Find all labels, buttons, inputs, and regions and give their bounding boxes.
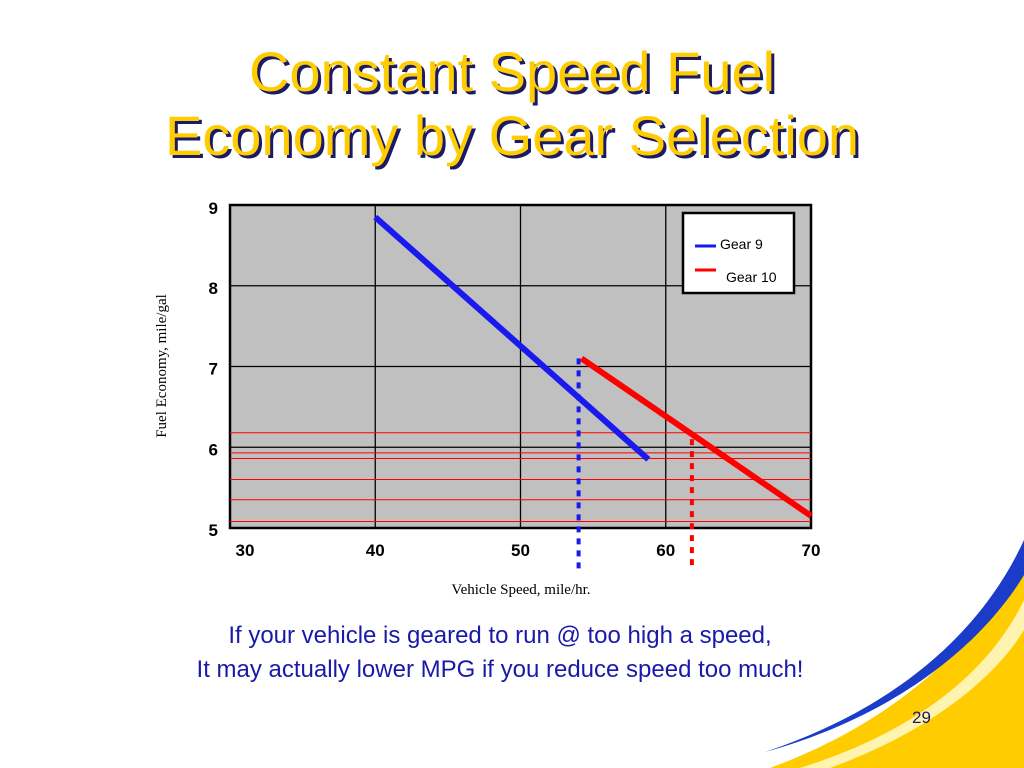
legend: Gear 9 Gear 10: [681, 211, 796, 295]
legend-label-gear-10: Gear 10: [726, 269, 777, 285]
y-tick-label-8: 8: [209, 279, 218, 298]
x-axis-label: Vehicle Speed, mile/hr.: [451, 582, 590, 598]
y-tick-label-5: 5: [209, 521, 218, 540]
page-number: 29: [912, 708, 931, 727]
x-tick-labels: 30 40 50 60 70: [236, 541, 821, 560]
caption-line-2: It may actually lower MPG if you reduce …: [196, 656, 804, 683]
y-axis-label: Fuel Economy, mile/gal: [154, 294, 170, 438]
y-tick-label-7: 7: [209, 360, 218, 379]
x-tick-label-30: 30: [236, 541, 255, 560]
series-line-gear-9: [373, 214, 651, 462]
x-tick-label-60: 60: [656, 541, 675, 560]
slide-title-line-2: Economy by Gear Selection: [164, 104, 860, 167]
series-line-gear-10: [579, 355, 813, 519]
series-lines: [373, 214, 813, 519]
y-tick-label-9: 9: [209, 199, 218, 218]
y-tick-label-6: 6: [209, 440, 218, 459]
x-tick-label-40: 40: [366, 541, 385, 560]
slide-title: Constant Speed Fuel Economy by Gear Sele…: [0, 40, 1024, 168]
slide-title-line-1: Constant Speed Fuel: [248, 40, 776, 103]
x-tick-label-50: 50: [511, 541, 530, 560]
marker-lines: [576, 358, 694, 569]
legend-box: [681, 211, 796, 295]
y-tick-labels: 5 6 7 8 9: [209, 199, 218, 540]
legend-label-gear-9: Gear 9: [720, 236, 763, 252]
swoosh-yellow: [770, 560, 1024, 768]
reference-lines: [230, 432, 811, 523]
x-tick-label-70: 70: [802, 541, 821, 560]
caption-line-1: If your vehicle is geared to run @ too h…: [228, 622, 772, 649]
